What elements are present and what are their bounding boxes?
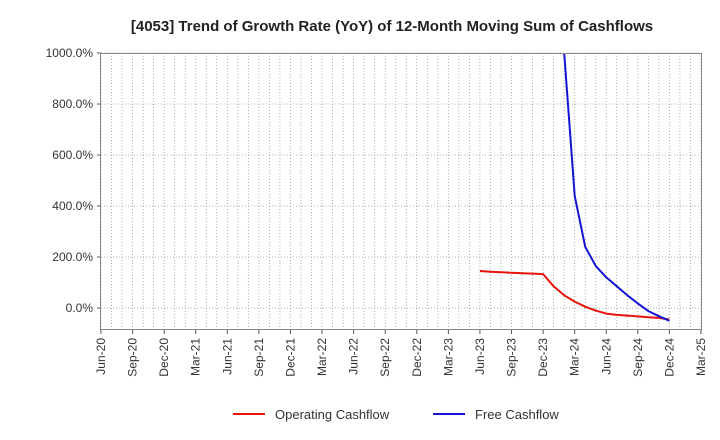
x-tick-label: Sep-24	[631, 338, 645, 377]
y-tick-label: 1000.0%	[46, 46, 94, 60]
y-tick-label: 200.0%	[52, 250, 93, 264]
x-tick-label: Jun-21	[220, 338, 234, 375]
series-line-operating-cashflow	[479, 270, 670, 321]
x-tick-label: Sep-20	[126, 338, 140, 377]
grid	[100, 52, 702, 330]
x-tick-label: Mar-22	[315, 338, 329, 376]
x-tick-label: Sep-22	[378, 338, 392, 377]
x-tick-label: Sep-21	[252, 338, 266, 377]
x-tick-label: Mar-25	[694, 338, 708, 376]
x-tick-label: Dec-22	[410, 338, 424, 377]
y-tick-label: 800.0%	[52, 97, 93, 111]
y-tick-label: 0.0%	[66, 301, 94, 315]
y-tick-label: 400.0%	[52, 199, 93, 213]
x-tick-label: Jun-20	[94, 338, 108, 375]
x-tick-label: Jun-22	[347, 338, 361, 375]
x-tick-label: Dec-23	[536, 338, 550, 377]
legend: Operating Cashflow Free Cashflow	[233, 407, 559, 422]
x-tick-label: Mar-21	[189, 338, 203, 376]
x-tick-label: Dec-20	[157, 338, 171, 377]
x-tick-label: Mar-24	[568, 338, 582, 376]
plot-frame	[100, 53, 702, 330]
chart-title: [4053] Trend of Growth Rate (YoY) of 12-…	[131, 18, 653, 35]
x-tick-label: Jun-23	[473, 338, 487, 375]
y-axis: 0.0% 200.0% 400.0% 600.0% 800.0% 1000.0%	[46, 46, 101, 315]
y-tick-label: 600.0%	[52, 148, 93, 162]
x-tick-label: Sep-23	[505, 338, 519, 377]
x-tick-label: Dec-24	[662, 338, 676, 377]
series	[479, 52, 670, 322]
legend-label: Operating Cashflow	[275, 407, 390, 422]
x-tick-label: Mar-23	[441, 338, 455, 376]
legend-label: Free Cashflow	[475, 407, 559, 422]
x-tick-label: Dec-21	[283, 338, 297, 377]
x-tick-label: Jun-24	[599, 338, 613, 375]
x-axis: Jun-20 Sep-20 Dec-20 Mar-21 Jun-21 Sep-21 Dec-…	[94, 330, 708, 377]
series-line-free-cashflow	[563, 52, 670, 322]
